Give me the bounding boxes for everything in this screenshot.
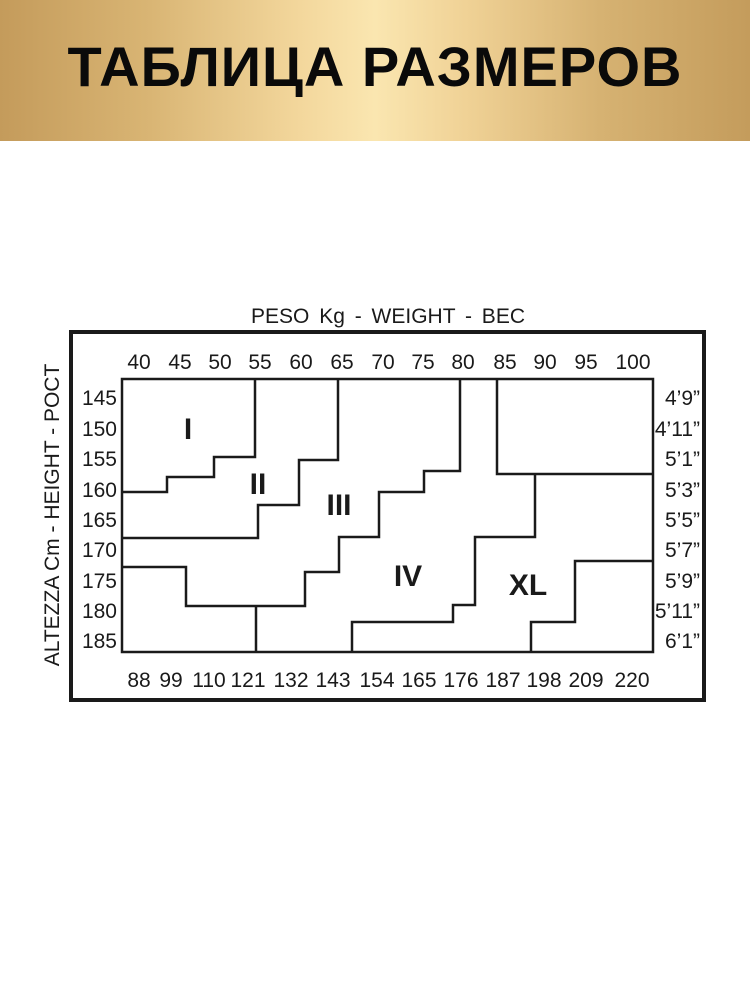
top-axis-title: PESO Kg - WEIGHT - BEC: [251, 305, 525, 328]
weight-kg-label: 75: [411, 351, 434, 374]
page-title: ТАБЛИЦА РАЗМЕРОВ: [67, 35, 683, 98]
weight-lbs-label: 88: [127, 669, 150, 692]
weight-kg-label: 70: [371, 351, 394, 374]
size-boundary-line: [122, 379, 340, 540]
weight-lbs-label: 110: [192, 669, 225, 692]
height-cm-label: 145: [82, 387, 117, 410]
weight-lbs-label: 143: [315, 669, 350, 692]
weight-kg-label: 100: [615, 351, 650, 374]
height-ft-label: 5’1”: [665, 448, 700, 471]
size-zone-label: IV: [394, 560, 422, 593]
height-cm-label: 170: [82, 539, 117, 562]
height-ft-label: 5’3”: [665, 479, 700, 502]
height-cm-label: 160: [82, 479, 117, 502]
weight-kg-label: 40: [127, 351, 150, 374]
header-banner: [0, 0, 750, 141]
size-zone-label: XL: [509, 569, 547, 602]
weight-kg-label: 45: [168, 351, 191, 374]
size-boundary-line: [495, 379, 653, 476]
weight-kg-label: 80: [451, 351, 474, 374]
weight-kg-label: 90: [533, 351, 556, 374]
height-cm-label: 150: [82, 418, 117, 441]
size-boundary-line: [122, 379, 462, 608]
weight-kg-label: 60: [289, 351, 312, 374]
grid-box: [120, 377, 655, 654]
weight-lbs-label: 121: [230, 669, 265, 692]
weight-lbs-label: 165: [401, 669, 436, 692]
chart-frame: [69, 330, 706, 702]
height-cm-label: 175: [82, 570, 117, 593]
size-boundary-line: [122, 379, 257, 494]
weight-lbs-label: 209: [568, 669, 603, 692]
weight-kg-label: 95: [574, 351, 597, 374]
weight-kg-label: 85: [493, 351, 516, 374]
size-boundary-line: [350, 474, 537, 652]
height-ft-label: 5’7”: [665, 539, 700, 562]
weight-kg-label: 50: [208, 351, 231, 374]
weight-lbs-label: 132: [273, 669, 308, 692]
height-ft-label: 6’1”: [665, 630, 700, 653]
height-cm-label: 155: [82, 448, 117, 471]
height-cm-label: 165: [82, 509, 117, 532]
height-ft-label: 5’11”: [655, 600, 700, 623]
size-boundary-line: [529, 559, 653, 652]
size-zone-label: I: [184, 413, 192, 446]
left-axis-title: ALTEZZA Cm - HEIGHT - POCT: [41, 364, 64, 667]
height-ft-label: 5’9”: [665, 570, 700, 593]
height-ft-label: 4’11”: [655, 418, 700, 441]
weight-lbs-label: 99: [159, 669, 182, 692]
height-ft-label: 4’9”: [665, 387, 700, 410]
size-zone-label: II: [250, 468, 267, 501]
weight-lbs-label: 154: [359, 669, 394, 692]
size-zone-label: III: [326, 489, 351, 522]
weight-kg-label: 55: [248, 351, 271, 374]
height-ft-label: 5’5”: [665, 509, 700, 532]
height-cm-label: 180: [82, 600, 117, 623]
weight-lbs-label: 187: [485, 669, 520, 692]
weight-lbs-label: 176: [443, 669, 478, 692]
weight-kg-label: 65: [330, 351, 353, 374]
weight-lbs-label: 198: [526, 669, 561, 692]
height-cm-label: 185: [82, 630, 117, 653]
weight-lbs-label: 220: [614, 669, 649, 692]
